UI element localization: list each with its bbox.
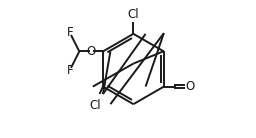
Text: O: O (87, 45, 96, 58)
Text: O: O (186, 80, 195, 93)
Text: Cl: Cl (127, 8, 139, 21)
Text: F: F (67, 64, 73, 77)
Text: Cl: Cl (90, 99, 101, 112)
Text: F: F (67, 26, 73, 39)
